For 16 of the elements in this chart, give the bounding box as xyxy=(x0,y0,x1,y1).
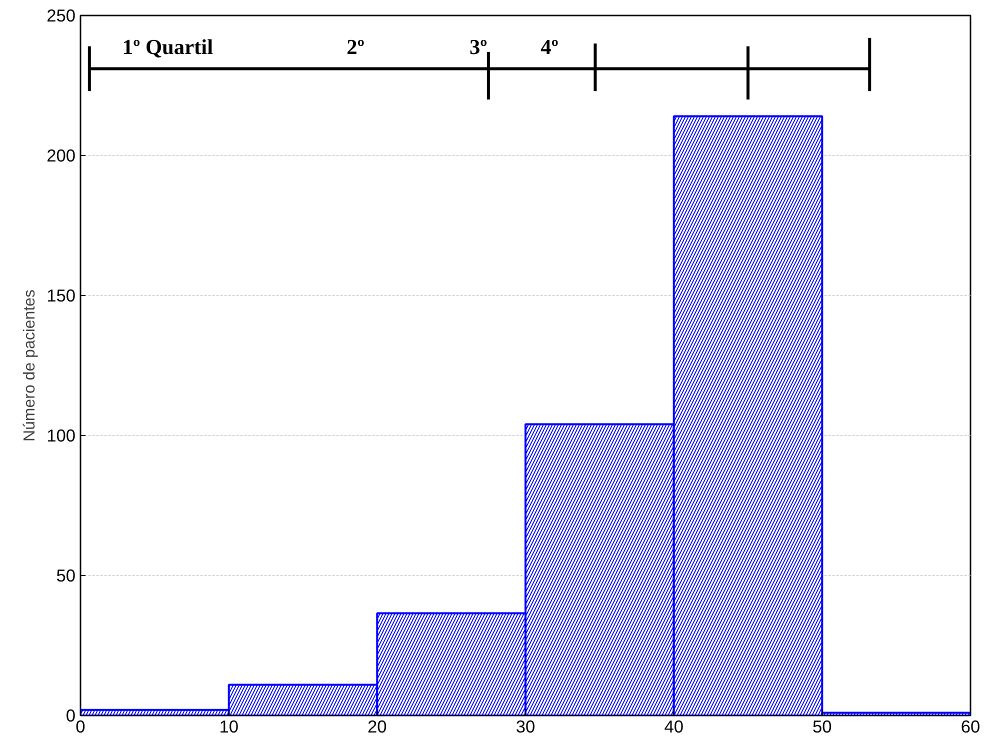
x-tick-label: 50 xyxy=(812,716,832,736)
x-tick-label: 40 xyxy=(664,716,684,736)
y-tick-label: 50 xyxy=(56,566,76,586)
annotation: 2º xyxy=(346,35,364,59)
y-tick-label: 100 xyxy=(46,426,76,446)
y-tick-label: 250 xyxy=(46,6,76,26)
x-tick-label: 10 xyxy=(219,716,238,736)
y-tick-label: 200 xyxy=(46,146,76,166)
annotation: 4º xyxy=(540,35,558,59)
x-tick-label: 60 xyxy=(960,716,980,736)
y-axis-title: Número de pacientes xyxy=(22,289,39,442)
y-tick-label: 150 xyxy=(46,286,76,306)
x-tick-label: 20 xyxy=(368,716,387,736)
annotation: 3º xyxy=(469,35,488,59)
annotation: 1º Quartil xyxy=(122,35,214,59)
x-tick-label: 30 xyxy=(516,716,536,736)
